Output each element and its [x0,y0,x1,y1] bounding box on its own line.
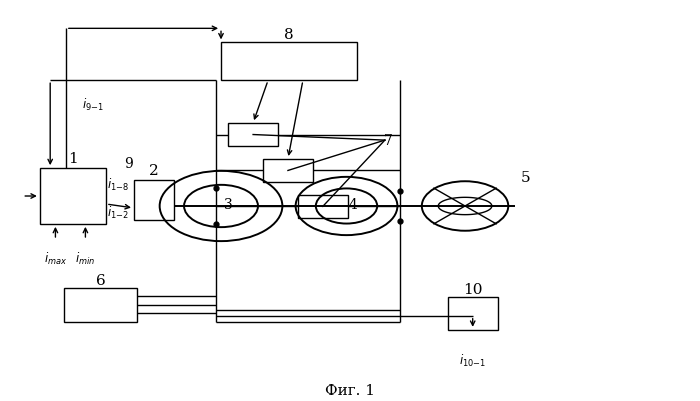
Text: 10: 10 [463,282,482,296]
Text: $i_{1\mathregular{-}2}$: $i_{1\mathregular{-}2}$ [107,205,130,221]
Bar [228,124,278,147]
Bar [298,195,348,219]
Text: 8: 8 [284,28,294,42]
Bar [447,297,498,330]
Text: 5: 5 [521,171,531,185]
Bar [262,160,313,182]
Text: Фиг. 1: Фиг. 1 [325,383,375,397]
Bar [221,43,357,81]
Text: 3: 3 [223,198,232,211]
Text: 6: 6 [96,273,106,287]
Bar [134,180,174,221]
Text: 7: 7 [384,134,393,148]
Text: 2: 2 [149,164,159,178]
Text: $i_{10\mathregular{-}1}$: $i_{10\mathregular{-}1}$ [459,352,486,368]
Text: 9: 9 [124,156,133,170]
Text: $i_{1\mathregular{-}8}$: $i_{1\mathregular{-}8}$ [107,176,130,192]
Bar [64,288,137,322]
Text: $i_{9\mathregular{-}1}$: $i_{9\mathregular{-}1}$ [82,97,104,113]
Text: 1: 1 [68,152,78,166]
Text: $i_{max}$: $i_{max}$ [44,250,67,266]
Text: 4: 4 [349,198,358,211]
Bar [40,169,106,225]
Text: $i_{min}$: $i_{min}$ [76,250,95,266]
